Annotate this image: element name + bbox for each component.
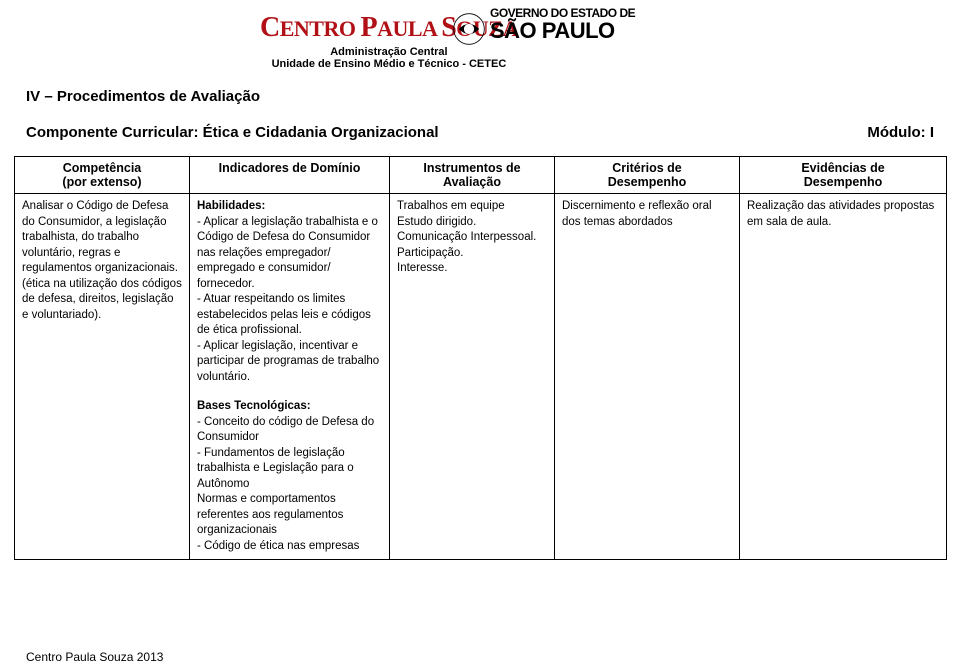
component-label: Componente Curricular: Ética e Cidadania… <box>26 124 439 141</box>
module-label: Módulo: I <box>867 124 934 141</box>
sp-name: SÃO PAULO <box>490 18 680 44</box>
th-competencia: Competência (por extenso) <box>15 157 190 194</box>
bases-text: - Conceito do código de Defesa do Consum… <box>197 415 382 555</box>
cps-sub1: Administração Central <box>260 46 518 58</box>
logo-sao-paulo: GOVERNO DO ESTADO DE SÃO PAULO <box>490 6 680 44</box>
table-row: Analisar o Código de Defesa do Consumido… <box>15 194 947 560</box>
th-criterios: Critérios de Desempenho <box>555 157 740 194</box>
th-indicadores: Indicadores de Domínio <box>190 157 390 194</box>
evaluation-table: Competência (por extenso) Indicadores de… <box>14 156 947 560</box>
header: CENTRO PAULA SOUZA Administração Central… <box>0 0 960 86</box>
cell-indicadores: Habilidades: - Aplicar a legislação trab… <box>190 194 390 560</box>
section-heading: IV – Procedimentos de Avaliação <box>26 88 260 105</box>
cell-competencia: Analisar o Código de Defesa do Consumido… <box>15 194 190 560</box>
table-header-row: Competência (por extenso) Indicadores de… <box>15 157 947 194</box>
footer: Centro Paula Souza 2013 <box>26 650 163 664</box>
bases-label: Bases Tecnológicas: <box>197 400 311 412</box>
emblem-icon <box>452 12 486 46</box>
hab-label: Habilidades: <box>197 200 265 212</box>
hab-text: - Aplicar a legislação trabalhista e o C… <box>197 215 382 386</box>
th-instrumentos: Instrumentos de Avaliação <box>390 157 555 194</box>
cell-evidencias: Realização das atividades propostas em s… <box>740 194 947 560</box>
cell-criterios: Discernimento e reflexão oral dos temas … <box>555 194 740 560</box>
cps-sub2: Unidade de Ensino Médio e Técnico - CETE… <box>260 58 518 70</box>
cell-instrumentos: Trabalhos em equipe Estudo dirigido. Com… <box>390 194 555 560</box>
subheading-row: Componente Curricular: Ética e Cidadania… <box>26 124 934 141</box>
th-evidencias: Evidências de Desempenho <box>740 157 947 194</box>
